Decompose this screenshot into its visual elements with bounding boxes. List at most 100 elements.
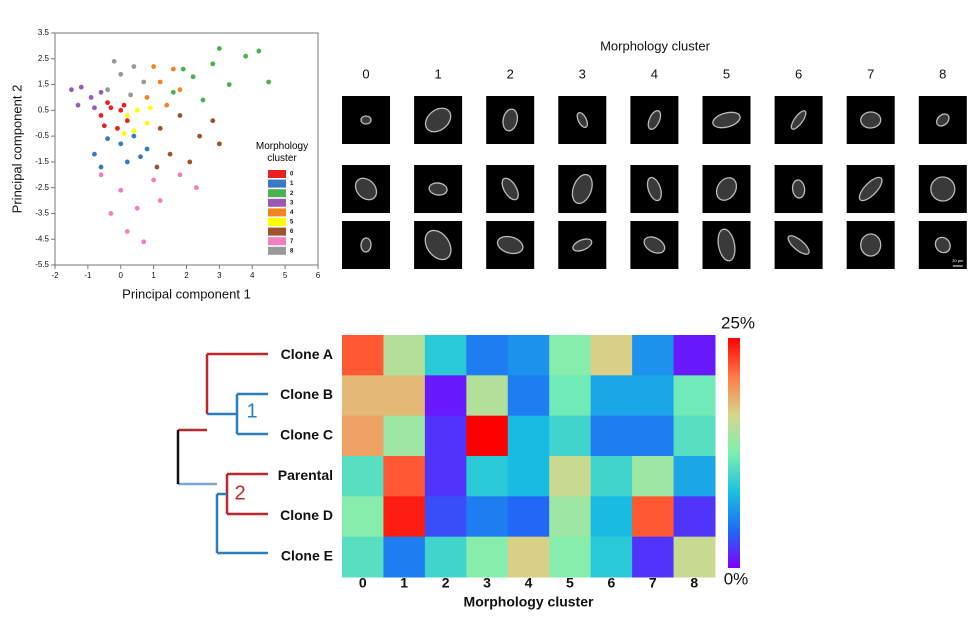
heatmap-cell (424, 415, 467, 457)
legend-swatch (268, 198, 286, 207)
column-label: 1 (434, 66, 441, 81)
legend-swatch (268, 208, 286, 217)
point (210, 61, 216, 67)
legend-swatch (268, 218, 286, 226)
heatmap-cell (466, 415, 509, 457)
point (92, 151, 97, 157)
heatmap-cell (507, 375, 550, 417)
cell-shape (354, 177, 378, 201)
point (108, 211, 114, 216)
heatmap-cell (507, 496, 550, 538)
heatmap-cell (424, 536, 467, 578)
colorbar-label: 0% (724, 569, 749, 588)
heatmap-cell (673, 536, 716, 578)
y-tick-label: 2.5 (38, 54, 50, 63)
legend-swatch (268, 179, 286, 188)
colorbar-label: 25% (721, 313, 755, 332)
legend-label: 3 (290, 200, 294, 206)
cell-shape (428, 182, 448, 196)
heatmap-cell (383, 456, 426, 497)
heatmap-cell (383, 415, 426, 457)
cell-shape (424, 229, 452, 261)
y-axis-title: Principal component 2 (9, 85, 24, 214)
point (105, 87, 110, 93)
column-label: 8 (690, 575, 698, 591)
heatmap-cell (342, 456, 384, 497)
heatmap-cell (466, 456, 509, 497)
point (118, 141, 124, 147)
heatmap-cell (383, 375, 426, 417)
point (177, 113, 183, 118)
cell-shape (791, 179, 806, 199)
column-label: 5 (723, 66, 730, 81)
y-tick-label: 3.5 (38, 28, 50, 37)
point (151, 177, 157, 183)
legend-swatch (268, 170, 286, 178)
point (144, 120, 150, 126)
y-tick-label: -4.5 (35, 234, 49, 243)
point (121, 102, 127, 108)
heatmap-cell (466, 335, 509, 376)
dendrogram-cluster-label: 2 (234, 482, 245, 504)
point (69, 87, 74, 93)
x-axis-title: Principal component 1 (122, 286, 251, 301)
row-label: Parental (278, 467, 333, 483)
dendrogram-branch (225, 472, 268, 516)
heatmap-cell (590, 415, 633, 457)
point (216, 141, 222, 147)
legend-label: 1 (290, 181, 294, 187)
y-tick-label: -1.5 (35, 157, 49, 166)
legend-swatch (268, 227, 286, 236)
heatmap-cell (342, 375, 384, 417)
point (118, 187, 124, 193)
heatmap-cell (507, 536, 550, 578)
point (170, 89, 176, 95)
column-label: 5 (566, 575, 574, 591)
dendrogram (176, 352, 268, 555)
cell-shape (360, 115, 372, 125)
heatmap-cell (466, 496, 509, 538)
legend-swatch (268, 189, 286, 198)
cell-shape (787, 235, 810, 255)
heatmap-cell (632, 496, 675, 538)
heatmap-cell (424, 456, 467, 497)
point (78, 84, 84, 90)
heatmap-cell (549, 496, 592, 538)
point (98, 172, 104, 178)
cell-shape (930, 176, 956, 202)
point (131, 133, 137, 139)
column-label: 0 (359, 575, 367, 591)
heatmap-cell (383, 335, 426, 376)
legend-label: 5 (290, 220, 294, 226)
point (200, 97, 206, 103)
point (111, 58, 117, 64)
heatmap-cell (673, 415, 716, 457)
cell-shape (858, 176, 883, 202)
row-label: Clone A (281, 346, 333, 362)
column-label: 3 (483, 575, 491, 591)
point (157, 125, 163, 131)
x-tick-label: 0 (119, 271, 124, 280)
dendrogram-cluster-label: 1 (246, 400, 257, 422)
x-tick-label: 1 (151, 271, 156, 280)
cell-shape (424, 107, 452, 133)
row-label: Clone D (280, 507, 333, 523)
y-tick-label: -0.5 (35, 131, 49, 140)
cell-shape (572, 238, 593, 252)
cell-shape (501, 177, 519, 201)
point (216, 46, 222, 51)
legend-title-box: Morphology cluster (256, 141, 308, 164)
point (177, 172, 183, 178)
point (115, 125, 120, 131)
legend-label: 4 (290, 210, 294, 216)
heatmap-cell (673, 496, 716, 538)
x-tick-label: -1 (84, 271, 92, 280)
heatmap-cell (466, 375, 509, 417)
point (124, 229, 130, 234)
point (210, 118, 216, 124)
heatmap-cell (549, 536, 592, 578)
cell-shape (860, 111, 882, 129)
heatmap-cell (549, 456, 592, 497)
heatmap-cell (383, 496, 426, 538)
